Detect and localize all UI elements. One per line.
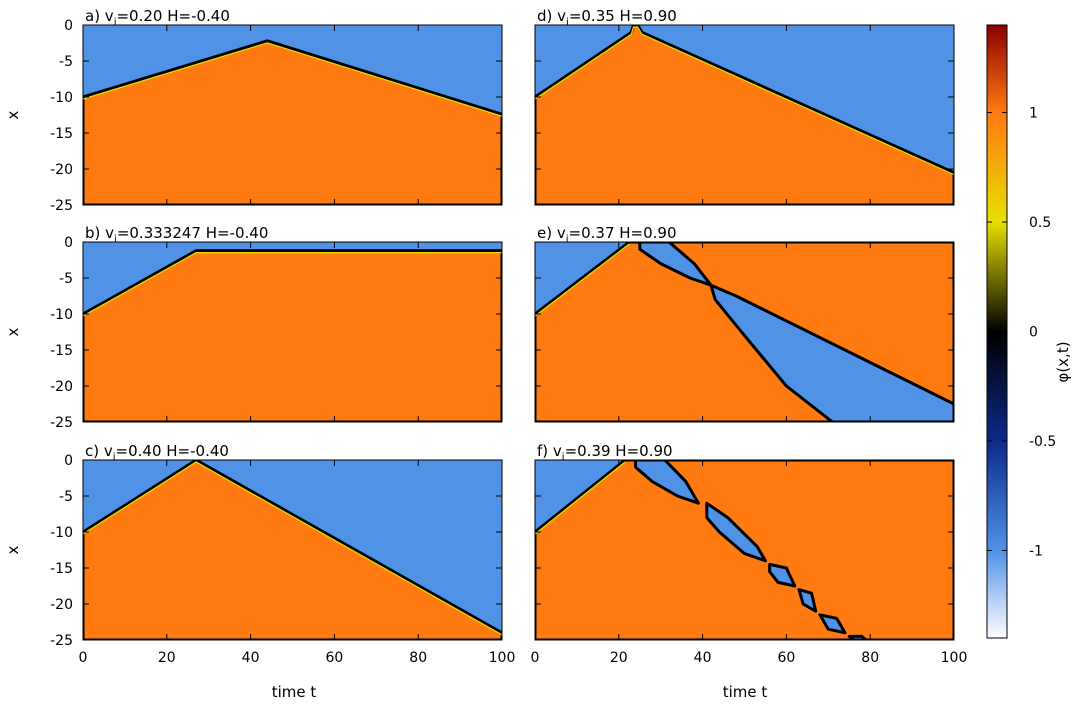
y-tick-label: -15 [50, 126, 73, 142]
panel-title: c) vi=0.40 H=-0.40 [85, 442, 229, 463]
y-tick-label: -25 [50, 198, 73, 214]
panel-c-frame [82, 459, 503, 641]
panel-f-bubble-2 [768, 562, 797, 588]
panel-a-field [83, 25, 502, 205]
colorbar-tick-label: -1 [1029, 543, 1043, 559]
panel-f-bubble-4 [818, 613, 847, 635]
y-tick-label: -10 [50, 307, 73, 323]
colorbar-label: φ(x,t) [1054, 341, 1072, 382]
y-tick-label: -10 [50, 90, 73, 106]
panel-d-kink-region [535, 25, 954, 205]
x-tick-label: 80 [409, 650, 427, 666]
colorbar-tick-label: -0.5 [1029, 434, 1056, 450]
panel-e-wall-glow [535, 243, 630, 317]
y-tick-label: -5 [59, 271, 73, 287]
y-tick-label: -5 [59, 54, 73, 70]
y-tick-label: -25 [50, 633, 73, 649]
x-tick-label: 20 [610, 650, 628, 666]
panel-f: 0 20 40 60 80 100 f) vi=0.39 H=0.90 [531, 442, 968, 666]
panel-e-bubble-0 [638, 242, 713, 287]
panel-title: b) vi=0.333247 H=-0.40 [85, 224, 268, 245]
panel-a-frame [82, 24, 503, 206]
x-axis-label-right: time t [723, 683, 768, 701]
panel-e-frame [534, 241, 955, 423]
panel-f-bubble-3 [797, 588, 818, 613]
x-tick-label: 100 [941, 650, 968, 666]
y-axis-label: x [4, 327, 22, 336]
panel-a-wall-glow [83, 42, 502, 117]
x-tick-label: 0 [79, 650, 88, 666]
panel-c-kink-region [83, 460, 502, 640]
x-tick-label: 60 [325, 650, 343, 666]
x-tick-label: 0 [531, 650, 540, 666]
y-tick-label: 0 [64, 235, 73, 251]
x-tick-label: 20 [158, 650, 176, 666]
y-tick-label: -20 [50, 379, 73, 395]
panel-d-field [535, 25, 954, 205]
x-tick-label: 40 [694, 650, 712, 666]
panel-b-field [83, 242, 502, 422]
x-axis-label-left: time t [272, 683, 317, 701]
panel-b-frame [82, 241, 503, 423]
panel-c-wall-glow [83, 461, 502, 636]
y-tick-label: -25 [50, 415, 73, 431]
y-axis-label: x [4, 110, 22, 119]
x-tick-label: 60 [777, 650, 795, 666]
heatmap-panels: 0 -5 -10 -15 -20 -25 x a) vi=0.20 H=-0.40 0 -5 -10… [4, 7, 967, 666]
panel-d: d) vi=0.35 H=0.90 [534, 7, 955, 206]
panel-c: 0 -5 -10 -15 -20 -25 0 20 40 60 80 100 x c) vi=0.40 H… [4, 442, 515, 666]
panel-f-bubble-1 [705, 501, 767, 563]
y-tick-label: -10 [50, 525, 73, 541]
panel-b-wall-glow [83, 252, 502, 317]
panel-title: f) vi=0.39 H=0.90 [537, 442, 673, 463]
y-tick-label: -20 [50, 597, 73, 613]
x-tick-label: 100 [489, 650, 516, 666]
panel-b: 0 -5 -10 -15 -20 -25 x b) vi=0.333247 H=-0.40 [4, 224, 503, 431]
panel-e-field [535, 242, 954, 422]
panel-c-field [83, 460, 502, 640]
y-tick-label: -5 [59, 489, 73, 505]
panel-f-wall-glow [535, 461, 626, 535]
panel-f-field [535, 460, 954, 640]
y-tick-label: -20 [50, 162, 73, 178]
panel-title: a) vi=0.20 H=-0.40 [85, 7, 230, 28]
colorbar: 1 0.5 0 -0.5 -1 [986, 24, 1056, 639]
y-tick-label: -15 [50, 561, 73, 577]
panel-title: e) vi=0.37 H=0.90 [537, 224, 677, 245]
panel-b-kink-region [83, 249, 502, 422]
y-axis-label: x [4, 545, 22, 554]
x-tick-label: 40 [242, 650, 260, 666]
panel-title: d) vi=0.35 H=0.90 [537, 7, 677, 28]
panel-f-frame [534, 459, 955, 641]
panel-e: e) vi=0.37 H=0.90 [534, 224, 955, 423]
colorbar-tick-label: 0.5 [1029, 215, 1051, 231]
x-tick-label: 80 [861, 650, 879, 666]
panel-e-antikink-strip-0 [709, 283, 954, 422]
panel-d-wall-glow [535, 26, 954, 176]
panel-d-frame [534, 24, 955, 206]
panel-a-kink-region [83, 39, 502, 205]
y-tick-label: -15 [50, 343, 73, 359]
colorbar-tick-label: 1 [1029, 106, 1038, 122]
colorbar-tick-label: 0 [1029, 325, 1038, 341]
panel-a: 0 -5 -10 -15 -20 -25 x a) vi=0.20 H=-0.40 [4, 7, 503, 214]
panel-f-bubble-5 [847, 634, 868, 640]
y-tick-label: 0 [64, 18, 73, 34]
y-tick-label: 0 [64, 453, 73, 469]
panel-f-bubble-0 [634, 460, 700, 505]
